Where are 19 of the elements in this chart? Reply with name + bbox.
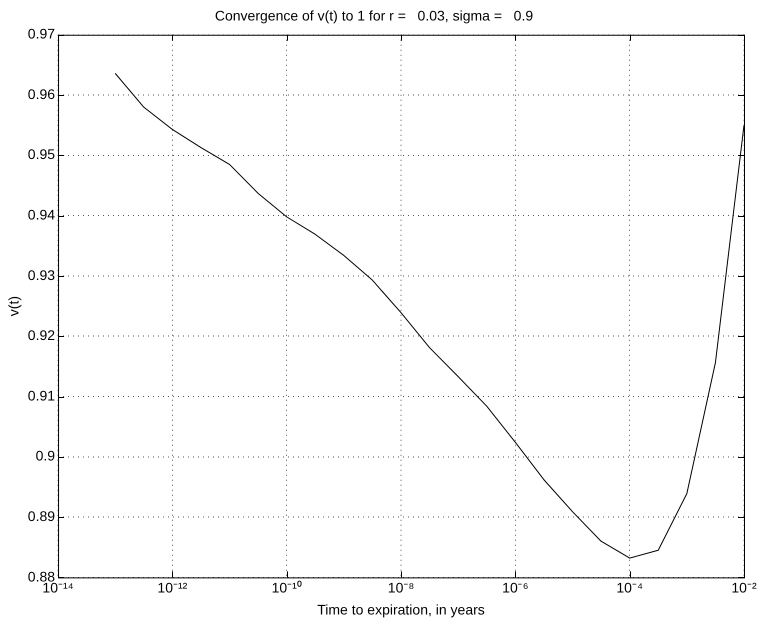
y-axis-title: v(t) [5,296,22,316]
y-tick-label: 0.95 [28,146,56,162]
y-tick-label: 0.93 [28,266,56,283]
y-tick-label: 0.97 [28,26,56,42]
x-axis-title: Time to expiration, in years [317,601,485,618]
x-tick-label: 10⁻¹⁰ [272,580,302,596]
y-tick-label: 0.88 [28,568,56,584]
x-tick-label: 10⁻² [731,580,757,596]
y-tick-label: 0.9 [36,448,56,464]
y-tick-label: 0.92 [28,327,56,344]
y-tick-label: 0.96 [28,86,56,102]
x-tick-label: 10⁻⁴ [616,580,643,596]
y-tick-label: 0.94 [28,206,56,223]
x-tick-label: 10⁻¹² [157,580,188,596]
x-tick-label: 10⁻⁶ [502,580,529,596]
x-tick-label: 10⁻⁸ [388,580,414,596]
chart-title: Convergence of v(t) to 1 for r = 0.03, sigma = 0.9 [214,7,534,24]
y-tick-label: 0.89 [28,508,56,524]
y-tick-label: 0.91 [28,387,56,404]
